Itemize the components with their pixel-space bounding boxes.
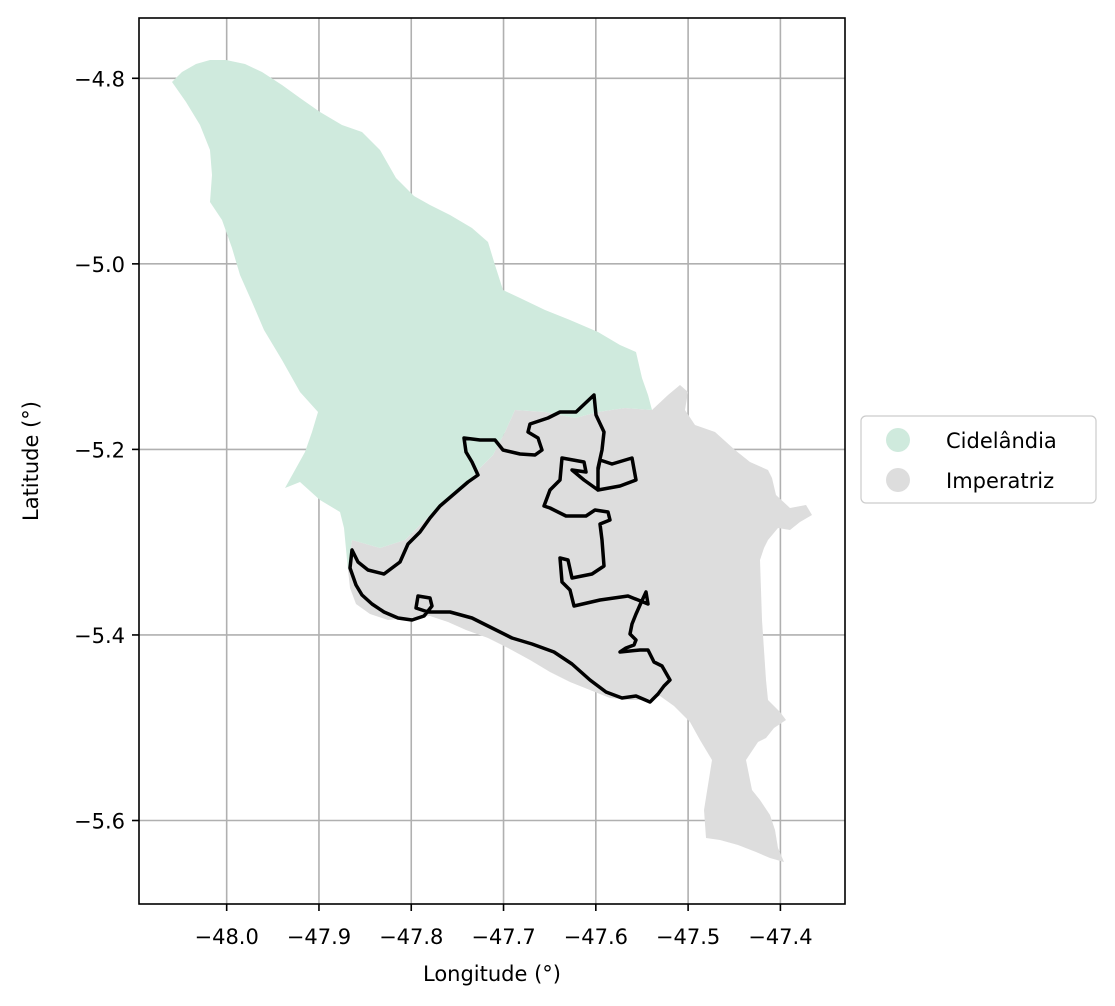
x-tick-label: −47.8 (379, 925, 443, 949)
region-cidelandia (172, 60, 652, 570)
x-tick-label: −47.7 (471, 925, 535, 949)
y-tick-label: −5.6 (74, 810, 125, 834)
tick-labels: −48.0 −47.9 −47.8 −47.7 −47.6 −47.5 −47.4 −4.8 −… (74, 67, 813, 949)
legend-box (860, 415, 1097, 504)
x-tick-label: −47.6 (564, 925, 628, 949)
y-tick-label: −5.0 (74, 253, 125, 277)
plot-frame (138, 17, 846, 905)
x-tick-label: −47.5 (656, 925, 720, 949)
legend-label-cidelandia: Cidelândia (946, 429, 1057, 453)
y-tick-label: −5.4 (74, 624, 125, 648)
x-tick-label: −47.4 (748, 925, 812, 949)
y-axis-label: Latitude (°) (19, 401, 43, 521)
boundary-outline (348, 393, 672, 704)
x-tick-label: −48.0 (194, 925, 258, 949)
axis-ticks (132, 77, 782, 911)
map-regions (172, 60, 812, 862)
legend-marker-cidelandia (886, 428, 910, 452)
x-tick-label: −47.9 (287, 925, 351, 949)
y-tick-label: −4.8 (74, 67, 125, 91)
legend-marker-imperatriz (886, 468, 910, 492)
x-axis-label: Longitude (°) (423, 962, 561, 986)
region-imperatriz (348, 385, 812, 862)
y-tick-label: −5.2 (74, 438, 125, 462)
legend-label-imperatriz: Imperatriz (946, 469, 1054, 493)
legend: Cidelândia Imperatriz (860, 415, 1097, 504)
